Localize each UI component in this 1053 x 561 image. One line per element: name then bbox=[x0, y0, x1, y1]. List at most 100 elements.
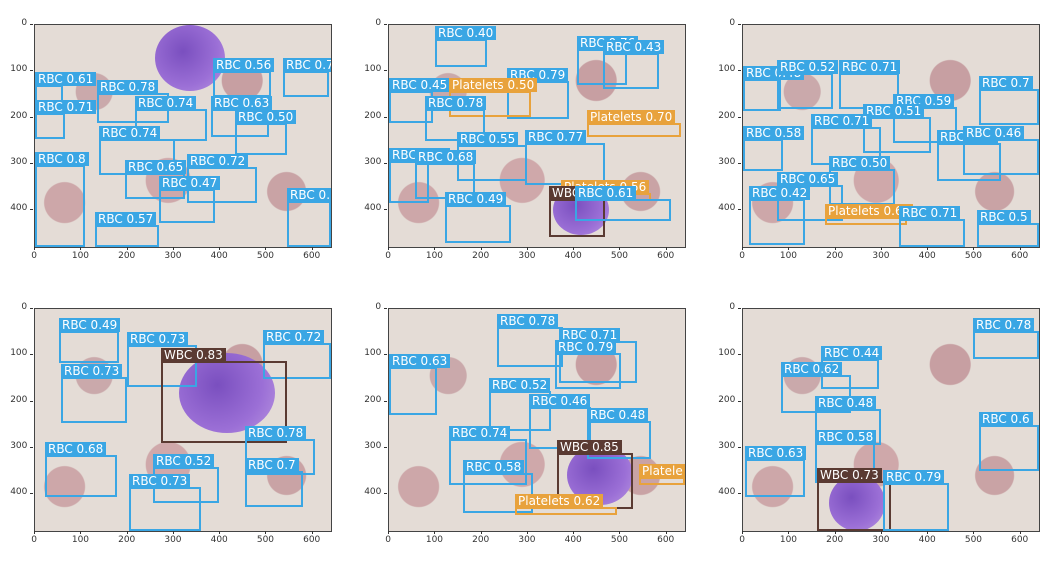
detection-label: RBC 0.71 bbox=[899, 206, 961, 220]
detection-label: RBC 0.78 bbox=[425, 96, 487, 110]
detection-label: WBC 0.83 bbox=[161, 348, 226, 362]
plot-axes: RBC 0.78 RBC 0.44 RBC 0.62 RBC 0.48 RBC 0.58… bbox=[742, 308, 1040, 532]
detection-label: RBC 0.78 bbox=[97, 80, 159, 94]
y-tick-mark bbox=[384, 162, 387, 164]
x-tick-label: 400 bbox=[210, 251, 228, 261]
x-tick-label: 500 bbox=[610, 251, 629, 261]
x-tick-mark bbox=[80, 247, 82, 250]
x-tick-label: 500 bbox=[610, 535, 629, 545]
x-tick-mark bbox=[311, 247, 313, 250]
x-tick-label: 0 bbox=[739, 535, 745, 545]
y-tick-mark bbox=[30, 162, 33, 164]
y-tick-mark bbox=[30, 116, 33, 118]
detection-label: RBC 0.58 bbox=[743, 126, 805, 140]
rbc-detection-box: RBC 0.71 bbox=[899, 206, 965, 247]
y-tick-mark bbox=[384, 493, 387, 494]
detection-label: RBC 0.72 bbox=[187, 154, 249, 168]
y-tick-label: 100 bbox=[718, 64, 736, 75]
platelet-detection-box: Platelets 0.65 bbox=[825, 204, 914, 225]
detection-label: RBC 0.48 bbox=[815, 396, 877, 410]
detection-label: RBC 0.43 bbox=[603, 40, 665, 54]
rbc-detection-box: RBC 0.56 bbox=[213, 58, 275, 97]
y-tick-mark bbox=[30, 446, 33, 448]
rbc-detection-box: RBC 0.50 bbox=[829, 156, 895, 205]
detection-label: RBC 0.47 bbox=[159, 176, 221, 190]
x-tick-mark bbox=[434, 247, 436, 250]
detection-label: RBC 0.58 bbox=[815, 430, 877, 444]
rbc-detection-box: RBC 0.61 bbox=[35, 72, 97, 113]
y-tick-label: 100 bbox=[364, 64, 382, 75]
detection-label: RBC 0.78 bbox=[245, 426, 307, 440]
x-tick-label: 300 bbox=[518, 535, 536, 545]
detection-label: RBC 0.74 bbox=[135, 96, 197, 110]
x-tick-label: 0 bbox=[31, 535, 37, 545]
detection-label: RBC 0.78 bbox=[973, 318, 1035, 332]
x-tick-mark bbox=[219, 247, 220, 250]
x-tick-mark bbox=[927, 531, 928, 534]
y-tick-label: 0 bbox=[21, 302, 28, 312]
x-tick-mark bbox=[973, 531, 975, 534]
x-tick-mark bbox=[434, 531, 436, 534]
rbc-detection-box: RBC 0.78 bbox=[425, 96, 487, 141]
y-tick-mark bbox=[384, 209, 387, 210]
x-tick-label: 200 bbox=[472, 251, 490, 261]
x-tick-mark bbox=[788, 247, 790, 250]
y-tick-mark bbox=[738, 493, 741, 494]
rbc-detection-box: RBC 0.45 bbox=[389, 78, 451, 123]
y-tick-mark bbox=[738, 162, 741, 164]
detection-label: RBC 0.48 bbox=[587, 408, 649, 422]
y-tick-mark bbox=[384, 308, 387, 309]
detection-label: RBC 0.55 bbox=[457, 132, 519, 146]
x-tick-label: 200 bbox=[472, 535, 490, 545]
detection-label: RBC 0.71 bbox=[811, 114, 873, 128]
x-tick-mark bbox=[480, 247, 482, 250]
x-tick-mark bbox=[834, 531, 836, 534]
x-tick-label: 600 bbox=[657, 251, 675, 261]
y-tick-mark bbox=[738, 70, 741, 72]
rbc-detection-box: RBC 0.49 bbox=[59, 318, 121, 363]
rbc-detection-box: RBC 0.7 bbox=[245, 458, 303, 507]
x-tick-mark bbox=[480, 531, 482, 534]
detection-label: RBC 0.61 bbox=[575, 186, 637, 200]
y-tick-label: 200 bbox=[10, 110, 28, 121]
rbc-detection-box: RBC 0.57 bbox=[95, 212, 159, 247]
x-tick-mark bbox=[619, 247, 621, 250]
y-tick-mark bbox=[738, 400, 741, 402]
y-tick-mark bbox=[738, 24, 741, 25]
x-tick-mark bbox=[880, 247, 882, 250]
detection-label: RBC 0.49 bbox=[59, 318, 121, 332]
rbc-detection-box: RBC 0.78 bbox=[973, 318, 1039, 359]
rbc-detection-box: RBC 0.5 bbox=[977, 210, 1039, 247]
y-tick-label: 0 bbox=[729, 302, 736, 312]
rbc-detection-box: RBC 0. bbox=[287, 188, 331, 247]
rbc-detection-box: RBC 0.71 bbox=[811, 114, 881, 165]
x-tick-mark bbox=[126, 531, 128, 534]
rbc-detection-box: RBC 0.78 bbox=[97, 80, 169, 123]
detection-label: RBC 0.52 bbox=[489, 378, 551, 392]
detection-label: RBC 0.65 bbox=[125, 160, 187, 174]
y-tick-label: 100 bbox=[10, 348, 28, 359]
detection-label: RBC 0.52 bbox=[153, 454, 215, 468]
detection-label: RBC 0.58 bbox=[463, 460, 525, 474]
x-tick-label: 100 bbox=[71, 535, 90, 545]
platelet-detection-box: Platelets 0.70 bbox=[587, 110, 681, 137]
x-tick-label: 200 bbox=[118, 535, 136, 545]
rbc-detection-box: RBC 0.73 bbox=[129, 474, 201, 531]
y-tick-label: 300 bbox=[718, 440, 736, 451]
y-tick-label: 200 bbox=[718, 394, 736, 405]
x-tick-label: 100 bbox=[425, 251, 444, 261]
detection-label: RBC 0.56 bbox=[213, 58, 275, 72]
y-tick-label: 0 bbox=[375, 18, 382, 28]
detection-label: RBC 0.71 bbox=[559, 328, 621, 342]
x-tick-mark bbox=[834, 247, 836, 250]
x-tick-label: 600 bbox=[1011, 251, 1029, 261]
y-tick-label: 200 bbox=[10, 394, 28, 405]
detection-label: RBC 0.50 bbox=[829, 156, 891, 170]
wbc-detection-box: WBC 0.83 bbox=[161, 348, 287, 443]
detection-label: WBC 0.85 bbox=[557, 440, 622, 454]
x-tick-mark bbox=[880, 531, 882, 534]
detection-label: RBC 0.74 bbox=[449, 426, 511, 440]
x-tick-mark bbox=[927, 247, 928, 250]
wbc-cell-image bbox=[829, 475, 885, 531]
